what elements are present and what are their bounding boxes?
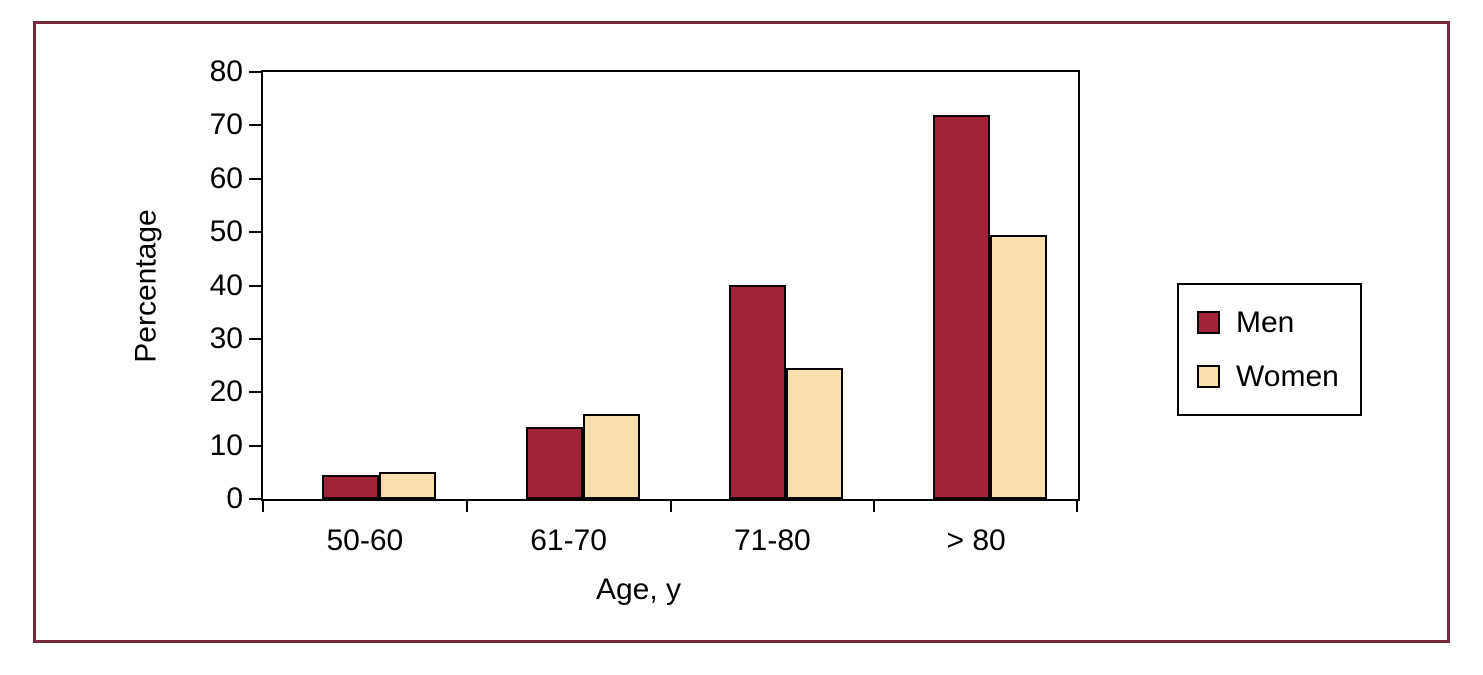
legend-label-men: Men — [1236, 305, 1295, 339]
y-tick — [249, 177, 261, 180]
women-series-swatch-icon — [1197, 365, 1220, 388]
bar-men-80 — [933, 115, 990, 499]
bar-women-80 — [990, 235, 1047, 499]
x-tick-label-80: > 80 — [946, 524, 1006, 557]
bar-men-5060 — [322, 475, 379, 499]
y-tick-label: 50 — [209, 215, 243, 249]
legend-item-men: Men — [1197, 305, 1360, 339]
legend-label-women: Women — [1236, 359, 1339, 393]
y-tick — [249, 498, 261, 500]
y-tick — [249, 124, 261, 127]
y-tick-label: 60 — [209, 161, 243, 195]
y-tick — [249, 231, 261, 234]
x-tick — [262, 499, 264, 512]
y-tick-label: 10 — [209, 428, 243, 462]
bar-men-6170 — [526, 427, 583, 499]
y-tick — [249, 391, 261, 394]
x-tick-label-7180: 71-80 — [734, 524, 811, 557]
x-tick — [1076, 499, 1078, 512]
bar-men-7180 — [729, 285, 786, 499]
y-tick — [249, 444, 261, 447]
x-tick — [466, 499, 468, 512]
y-tick-label: 80 — [209, 55, 243, 88]
bar-women-6170 — [583, 414, 640, 499]
x-tick-label-5060: 50-60 — [326, 524, 404, 557]
x-axis-title: Age, y — [595, 573, 682, 606]
bar-women-7180 — [786, 368, 843, 499]
y-tick — [249, 71, 261, 73]
y-tick — [249, 337, 261, 340]
y-tick-label: 70 — [209, 108, 243, 142]
y-tick-label: 20 — [209, 375, 243, 409]
x-tick-label-6170: 61-70 — [530, 524, 607, 557]
men-series-swatch-icon — [1197, 311, 1220, 334]
y-tick — [249, 284, 261, 287]
x-tick — [873, 499, 875, 512]
y-tick-label: 0 — [226, 482, 243, 515]
y-tick-label: 40 — [209, 268, 243, 302]
y-tick-label: 30 — [209, 321, 243, 355]
plot-area: 0 10 20 30 40 50 60 70 80 50-60 61-70 71-80 > 80 — [210, 55, 1080, 557]
x-tick — [670, 499, 672, 512]
legend: Men Women — [1177, 283, 1362, 416]
bar-women-5060 — [379, 472, 436, 499]
legend-item-women: Women — [1197, 359, 1360, 393]
